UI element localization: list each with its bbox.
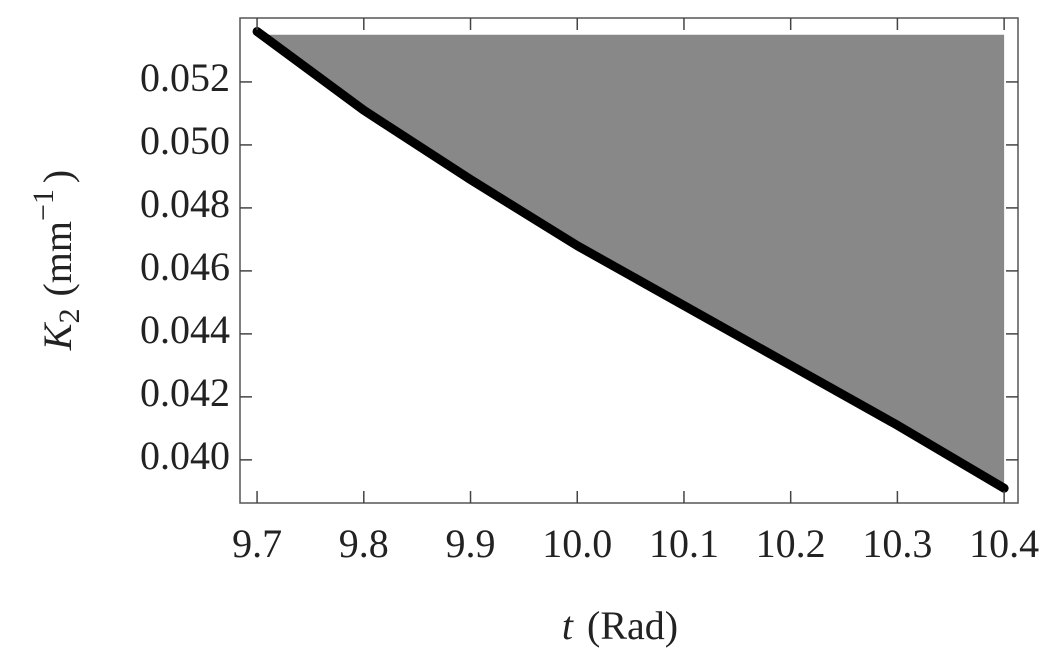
x-tick-label: 10.2 <box>756 521 826 566</box>
y-tick-label: 0.050 <box>140 118 230 163</box>
x-tick-label: 9.7 <box>232 521 282 566</box>
curve <box>252 27 1009 493</box>
x-unit: (Rad) <box>587 603 678 648</box>
y-tick-label: 0.052 <box>140 55 230 100</box>
y-axis-label: K2 (mm−1) <box>27 170 86 351</box>
y-sub: 2 <box>53 309 86 324</box>
x-tick-label: 9.8 <box>339 521 389 566</box>
y-close: ) <box>35 170 80 183</box>
x-tick-label: 10.0 <box>542 521 612 566</box>
y-tick-label: 0.040 <box>140 433 230 478</box>
x-tick-label: 10.3 <box>862 521 932 566</box>
y-tick-label: 0.042 <box>140 370 230 415</box>
x-tick-label: 9.9 <box>446 521 496 566</box>
x-tick-label: 10.1 <box>649 521 719 566</box>
x-axis-label: t (Rad) <box>562 603 678 648</box>
y-unit: (mm <box>35 221 80 297</box>
y-base: K <box>35 321 80 351</box>
y-sup: −1 <box>27 189 60 221</box>
y-tick-label: 0.048 <box>140 181 230 226</box>
x-var: t <box>562 603 574 648</box>
y-tick-label: 0.046 <box>140 244 230 289</box>
x-tick-label: 10.4 <box>969 521 1039 566</box>
plot-frame <box>239 17 1019 504</box>
shaded-area <box>257 31 1005 489</box>
y-tick-label: 0.044 <box>140 307 230 352</box>
